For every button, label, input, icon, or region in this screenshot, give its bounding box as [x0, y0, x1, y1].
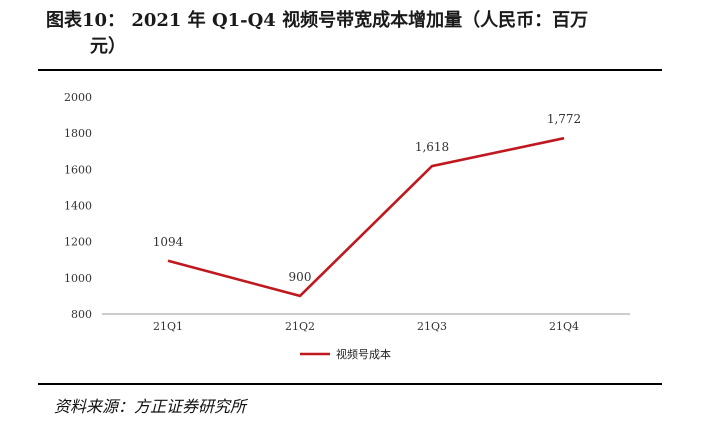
figure-title: 图表10： 2021 年 Q1-Q4 视频号带宽成本增加量（人民币：百万 元）	[46, 8, 686, 60]
figure-title-line-1: 图表10： 2021 年 Q1-Q4 视频号带宽成本增加量（人民币：百万	[46, 10, 589, 31]
x-tick-label: 21Q3	[417, 320, 447, 333]
top-rule	[38, 69, 662, 71]
figure-title-line-2: 元）	[90, 36, 126, 57]
series-line	[167, 136, 565, 298]
x-tick-label: 21Q4	[549, 320, 579, 333]
y-tick-label: 2000	[64, 91, 92, 104]
legend-label: 视频号成本	[336, 347, 391, 361]
data-label: 1,618	[415, 140, 449, 154]
data-label: 1094	[153, 235, 184, 249]
y-tick-label: 1600	[64, 163, 92, 176]
data-label: 900	[289, 270, 312, 284]
x-tick-label: 21Q2	[285, 320, 315, 333]
y-tick-label: 1200	[64, 236, 92, 249]
source-note: 资料来源：方正证券研究所	[54, 397, 247, 416]
y-tick-label: 1400	[64, 200, 92, 213]
y-tick-label: 1000	[64, 272, 92, 285]
y-tick-label: 800	[71, 308, 92, 321]
x-tick-label: 21Q1	[153, 320, 183, 333]
data-label: 1,772	[547, 112, 581, 126]
y-tick-label: 1800	[64, 127, 92, 140]
bottom-rule	[38, 383, 662, 385]
